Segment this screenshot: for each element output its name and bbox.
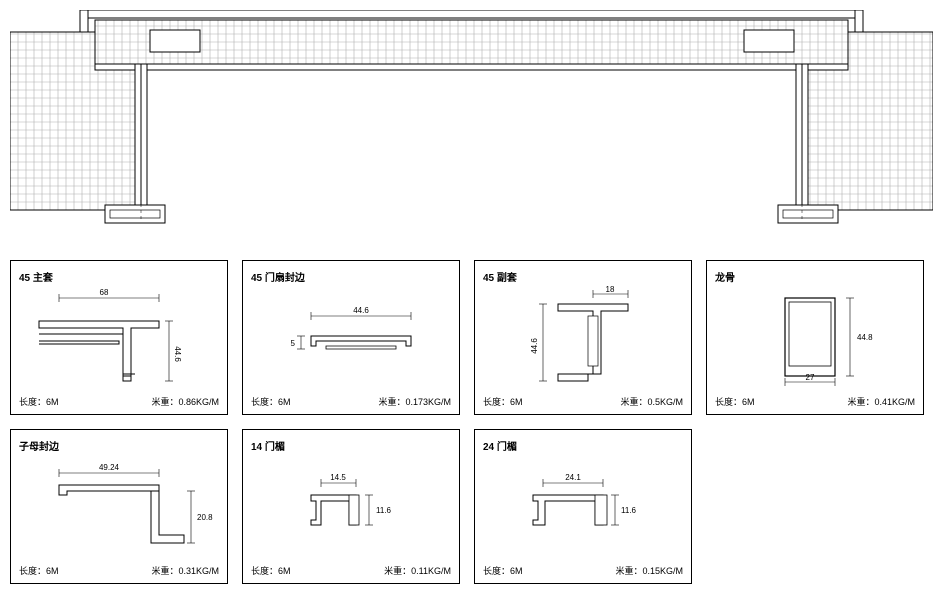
card-figure: 24.1 11.6 — [483, 455, 683, 559]
card-figure: 27 44.8 — [715, 286, 915, 390]
svg-text:11.6: 11.6 — [376, 506, 392, 515]
weight: 米重：0.31KG/M — [151, 564, 219, 577]
svg-text:14.5: 14.5 — [330, 473, 346, 482]
length: 长度：6M — [19, 564, 59, 577]
cards-row-2: 子母封边 49.24 20.8 长度：6M 米重：0.31KG/M — [10, 429, 933, 584]
card-title: 24 门楣 — [483, 438, 683, 453]
assembly-svg — [10, 10, 933, 240]
length: 长度：6M — [715, 395, 755, 408]
card-footer: 长度：6M 米重：0.173KG/M — [251, 395, 451, 408]
card-title: 子母封边 — [19, 438, 219, 453]
profile-card-45-main: 45 主套 68 44.6 长度：6M 米重：0.86KG/M — [10, 260, 228, 415]
svg-text:18: 18 — [606, 286, 615, 294]
weight: 米重：0.5KG/M — [620, 395, 683, 408]
svg-text:11.6: 11.6 — [621, 506, 637, 515]
svg-text:44.8: 44.8 — [857, 333, 873, 342]
profile-card-keel: 龙骨 27 44.8 长度：6M 米重：0.41KG/M — [706, 260, 924, 415]
card-footer: 长度：6M 米重：0.41KG/M — [715, 395, 915, 408]
svg-text:24.1: 24.1 — [565, 473, 581, 482]
card-figure: 18 44.6 — [483, 286, 683, 390]
svg-text:20.8: 20.8 — [197, 513, 213, 522]
profile-card-14-lintel: 14 门楣 14.5 11.6 长度：6M 米重：0.11KG/M — [242, 429, 460, 584]
weight: 米重：0.86KG/M — [151, 395, 219, 408]
weight: 米重：0.15KG/M — [615, 564, 683, 577]
card-title: 45 主套 — [19, 269, 219, 284]
length: 长度：6M — [483, 395, 523, 408]
card-footer: 长度：6M 米重：0.11KG/M — [251, 564, 451, 577]
profile-card-45-sub: 45 副套 18 44.6 长度：6M 米重：0.5KG/M — [474, 260, 692, 415]
svg-text:44.6: 44.6 — [173, 346, 182, 362]
svg-text:27: 27 — [806, 373, 815, 382]
card-footer: 长度：6M 米重：0.5KG/M — [483, 395, 683, 408]
svg-text:44.6: 44.6 — [353, 306, 369, 315]
svg-text:49.24: 49.24 — [99, 463, 120, 472]
weight: 米重：0.173KG/M — [378, 395, 451, 408]
length: 长度：6M — [251, 395, 291, 408]
card-title: 龙骨 — [715, 269, 915, 284]
card-title: 45 门扇封边 — [251, 269, 451, 284]
card-footer: 长度：6M 米重：0.31KG/M — [19, 564, 219, 577]
card-footer: 长度：6M 米重：0.86KG/M — [19, 395, 219, 408]
cards-row-1: 45 主套 68 44.6 长度：6M 米重：0.86KG/M — [10, 260, 933, 415]
card-footer: 长度：6M 米重：0.15KG/M — [483, 564, 683, 577]
length: 长度：6M — [251, 564, 291, 577]
svg-text:44.6: 44.6 — [530, 338, 539, 354]
weight: 米重：0.11KG/M — [384, 564, 451, 577]
profile-card-24-lintel: 24 门楣 24.1 11.6 长度：6M 米重：0.15KG/M — [474, 429, 692, 584]
card-figure: 44.6 5 — [251, 286, 451, 390]
card-figure: 14.5 11.6 — [251, 455, 451, 559]
card-title: 45 副套 — [483, 269, 683, 284]
svg-text:68: 68 — [100, 288, 109, 297]
weight: 米重：0.41KG/M — [847, 395, 915, 408]
profile-card-45-door-edge: 45 门扇封边 44.6 5 长度：6M 米重：0.173KG/M — [242, 260, 460, 415]
card-figure: 68 44.6 — [19, 286, 219, 390]
length: 长度：6M — [19, 395, 59, 408]
profile-card-zimu-edge: 子母封边 49.24 20.8 长度：6M 米重：0.31KG/M — [10, 429, 228, 584]
card-figure: 49.24 20.8 — [19, 455, 219, 559]
svg-text:5: 5 — [291, 339, 296, 348]
assembly-cross-section — [10, 10, 933, 240]
length: 长度：6M — [483, 564, 523, 577]
card-title: 14 门楣 — [251, 438, 451, 453]
